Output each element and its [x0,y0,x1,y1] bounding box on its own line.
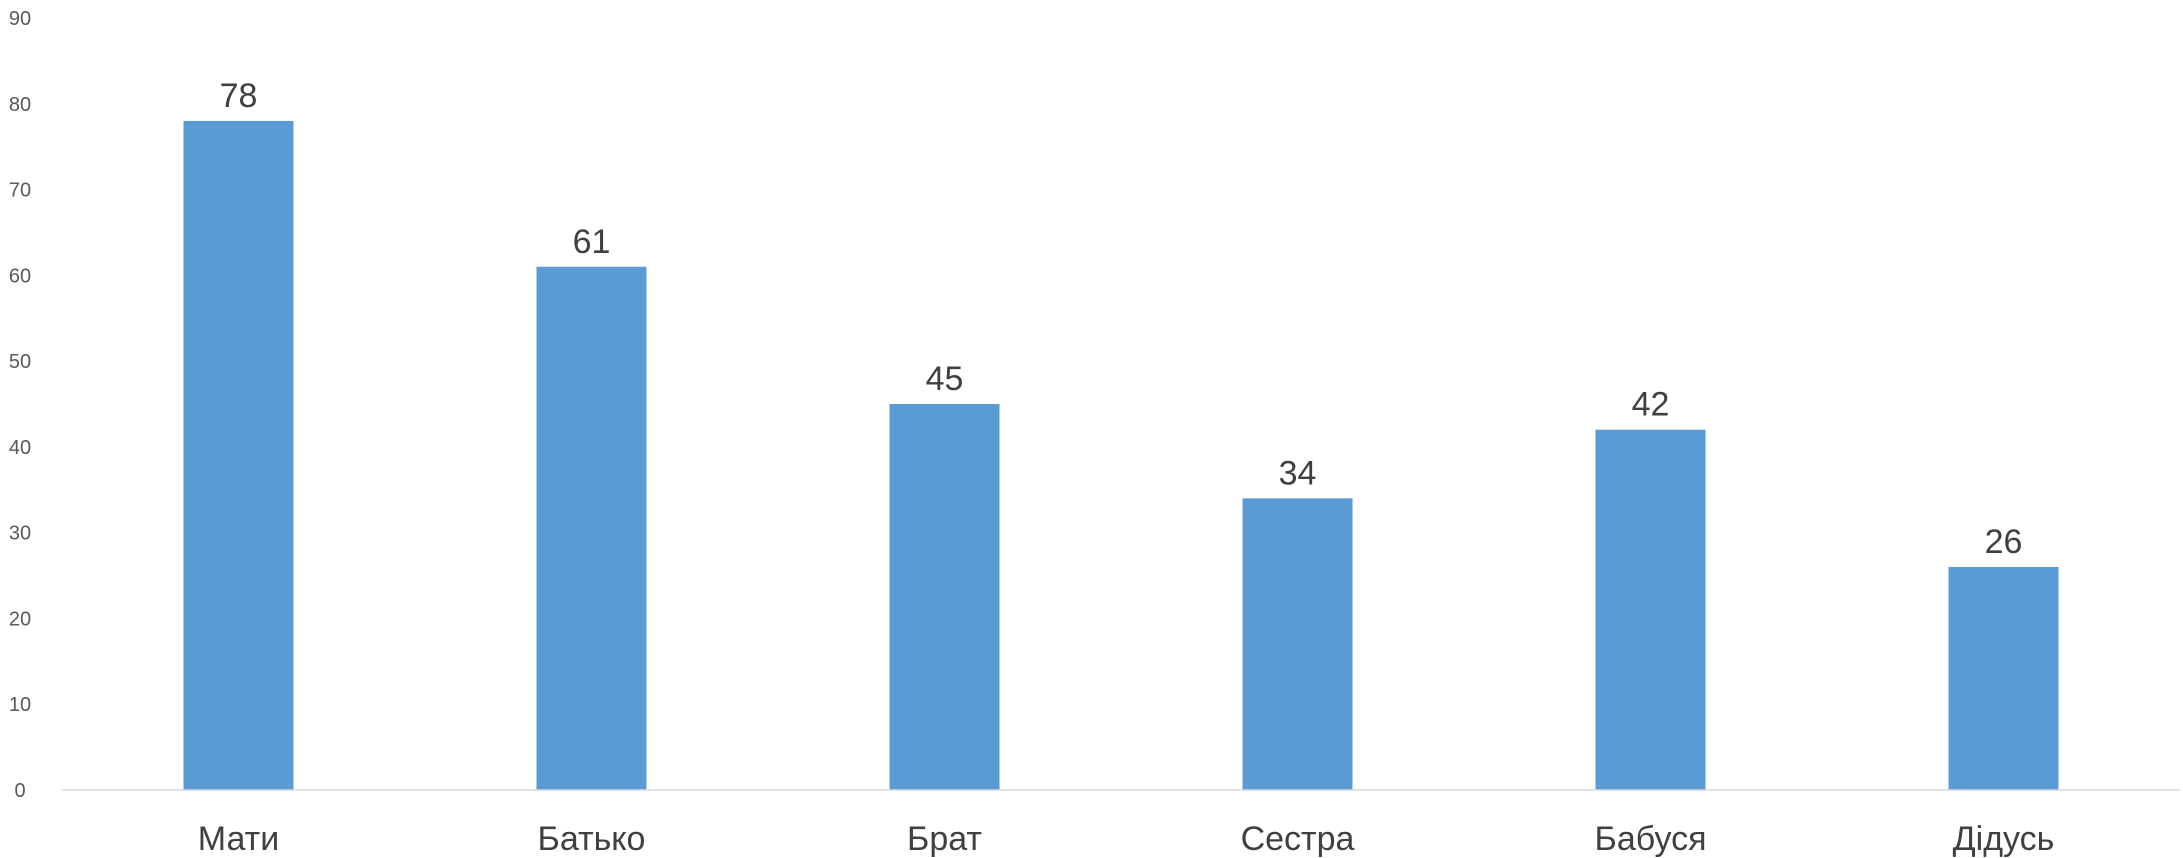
data-label: 34 [1279,454,1317,492]
y-tick-label: 30 [9,523,31,545]
bar [889,404,1000,790]
y-tick-label: 70 [9,180,31,202]
x-tick-label: Батько [538,820,646,858]
data-labels: 78 61 45 34 42 26 [220,77,2023,561]
bar [536,266,647,790]
x-tick-label: Дідусь [1953,820,2055,858]
y-tick-label: 20 [9,608,31,630]
y-axis-ticks: 0 10 20 30 40 50 60 70 80 90 [9,8,31,802]
x-tick-label: Мати [198,820,279,858]
y-tick-label: 50 [9,351,31,373]
y-tick-label: 80 [9,94,31,116]
y-tick-label: 90 [9,8,31,30]
data-label: 61 [573,223,611,261]
y-tick-label: 40 [9,437,31,459]
y-tick-label: 0 [14,780,25,802]
x-tick-label: Сестра [1241,820,1355,858]
bars [183,120,2059,790]
x-tick-label: Бабуся [1595,820,1707,858]
bar [1948,566,2059,790]
y-tick-label: 60 [9,265,31,287]
x-axis-ticks: Мати Батько Брат Сестра Бабуся Дідусь [198,820,2055,858]
bar [1595,429,1706,790]
bar [1242,498,1353,790]
data-label: 78 [220,77,258,115]
data-label: 26 [1985,523,2023,561]
bar [183,120,294,790]
y-tick-label: 10 [9,694,31,716]
data-label: 42 [1632,386,1670,424]
data-label: 45 [926,360,964,398]
x-tick-label: Брат [907,820,982,858]
